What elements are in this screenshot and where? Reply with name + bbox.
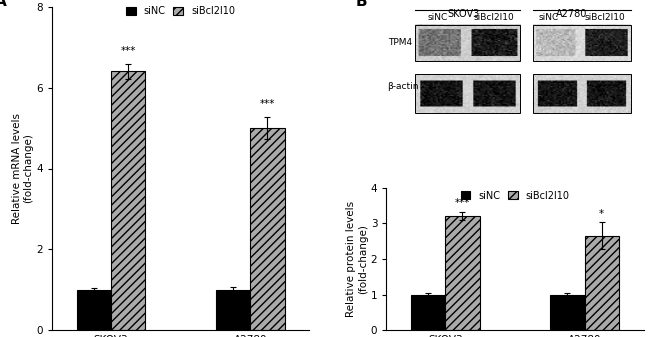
Bar — [533, 25, 630, 61]
Y-axis label: Relative protein levels
(fold-change): Relative protein levels (fold-change) — [346, 201, 368, 317]
Text: siBcl2l10: siBcl2l10 — [474, 13, 515, 22]
Bar — [551, 295, 584, 330]
Text: β-actin: β-actin — [387, 82, 419, 91]
Text: siNC: siNC — [538, 13, 558, 22]
Bar — [445, 216, 480, 330]
Bar — [411, 295, 445, 330]
Text: A: A — [0, 0, 7, 9]
Bar — [111, 71, 145, 330]
Bar — [584, 236, 619, 330]
Text: B: B — [356, 0, 367, 9]
Bar — [415, 25, 520, 61]
Text: siBcl2l10: siBcl2l10 — [584, 13, 625, 22]
Text: *: * — [599, 209, 605, 219]
Text: ***: *** — [455, 198, 470, 208]
Text: ***: *** — [120, 46, 136, 56]
Bar — [533, 74, 630, 113]
Text: ***: *** — [260, 99, 275, 109]
Text: SKOV3: SKOV3 — [447, 9, 480, 19]
Bar — [250, 128, 285, 330]
Bar — [77, 290, 111, 330]
Text: A2780: A2780 — [556, 9, 587, 19]
Y-axis label: Relative mRNA levels
(fold-change): Relative mRNA levels (fold-change) — [12, 113, 34, 224]
Legend: siNC, siBcl2l10: siNC, siBcl2l10 — [460, 189, 570, 202]
Legend: siNC, siBcl2l10: siNC, siBcl2l10 — [125, 5, 236, 17]
Bar — [216, 290, 250, 330]
Bar — [415, 74, 520, 113]
Text: siNC: siNC — [428, 13, 448, 22]
Text: TPM4: TPM4 — [387, 38, 411, 48]
